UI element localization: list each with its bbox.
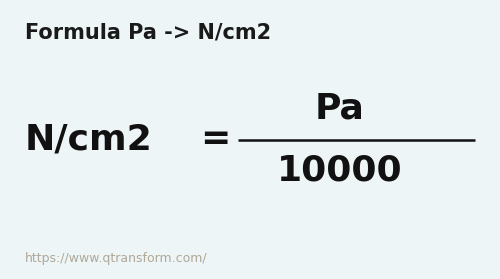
Text: N/cm2: N/cm2 <box>25 122 153 157</box>
Text: Formula Pa -> N/cm2: Formula Pa -> N/cm2 <box>25 22 271 42</box>
Text: Pa: Pa <box>315 92 365 126</box>
Text: https://www.qtransform.com/: https://www.qtransform.com/ <box>25 252 208 265</box>
Text: 10000: 10000 <box>277 153 403 187</box>
Text: =: = <box>200 122 230 157</box>
